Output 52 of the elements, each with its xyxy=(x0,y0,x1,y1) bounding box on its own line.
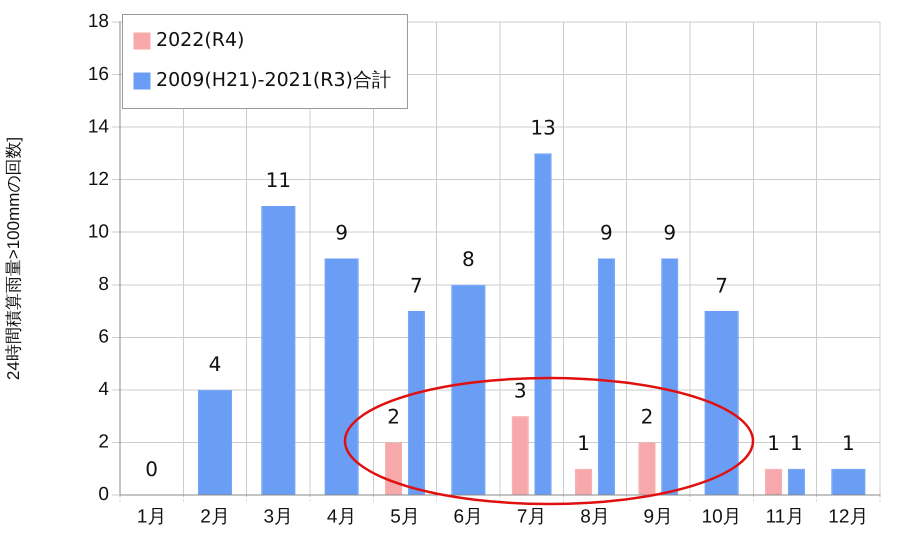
data-label: 1 xyxy=(842,430,855,455)
y-tick-label: 10 xyxy=(88,221,109,242)
x-tick-label: 6月 xyxy=(454,506,484,528)
x-tick-label: 4月 xyxy=(326,506,356,528)
data-label: 3 xyxy=(514,378,527,402)
bar xyxy=(704,311,739,494)
data-label: 13 xyxy=(530,116,556,140)
data-label: 1 xyxy=(790,430,803,455)
x-tick-label: 10月 xyxy=(702,506,742,528)
data-label: 9 xyxy=(335,220,348,245)
x-tick-label: 3月 xyxy=(264,506,294,528)
x-tick-label: 9月 xyxy=(644,506,674,528)
data-label: 1 xyxy=(767,430,780,455)
legend-label: 2009(H21)-2021(R3)合計 xyxy=(156,68,391,91)
x-tick-label: 12月 xyxy=(828,506,868,528)
x-tick-label: 7月 xyxy=(516,506,546,528)
y-tick-label: 14 xyxy=(88,116,110,138)
data-label: 9 xyxy=(663,220,676,245)
y-tick-label: 16 xyxy=(88,64,109,85)
bar xyxy=(638,442,656,494)
bar xyxy=(385,442,402,494)
data-label: 9 xyxy=(600,220,613,245)
y-tick-label: 18 xyxy=(88,11,109,32)
bar xyxy=(198,390,232,494)
x-tick-label: 11月 xyxy=(766,506,804,528)
bar xyxy=(451,284,486,494)
data-label: 7 xyxy=(715,273,728,298)
legend-label: 2022(R4) xyxy=(156,28,244,51)
bar xyxy=(765,468,782,494)
data-label: 1 xyxy=(577,430,590,455)
data-label: 8 xyxy=(462,246,475,271)
x-tick-label: 2月 xyxy=(200,506,230,528)
bar xyxy=(324,258,359,494)
y-tick-label: 12 xyxy=(88,168,109,190)
bar xyxy=(575,468,592,494)
y-tick-label: 2 xyxy=(98,432,109,453)
y-axis-title: 24時間積算雨量>100mmの回数] xyxy=(4,136,23,380)
x-tick-label: 5月 xyxy=(390,506,420,528)
y-tick-label: 8 xyxy=(98,274,109,296)
data-label: 7 xyxy=(410,273,423,298)
x-tick-label: 1月 xyxy=(136,506,166,528)
x-tick-label: 8月 xyxy=(580,506,610,528)
bar xyxy=(261,206,296,494)
y-tick-label: 6 xyxy=(98,326,109,348)
data-label: 4 xyxy=(208,352,222,376)
bar xyxy=(831,468,866,494)
data-label: 0 xyxy=(145,457,158,482)
y-tick-label: 0 xyxy=(98,484,109,506)
data-label: 2 xyxy=(640,404,654,429)
data-label: 11 xyxy=(266,168,292,192)
y-tick-label: 4 xyxy=(98,379,110,400)
data-label: 2 xyxy=(387,404,400,429)
